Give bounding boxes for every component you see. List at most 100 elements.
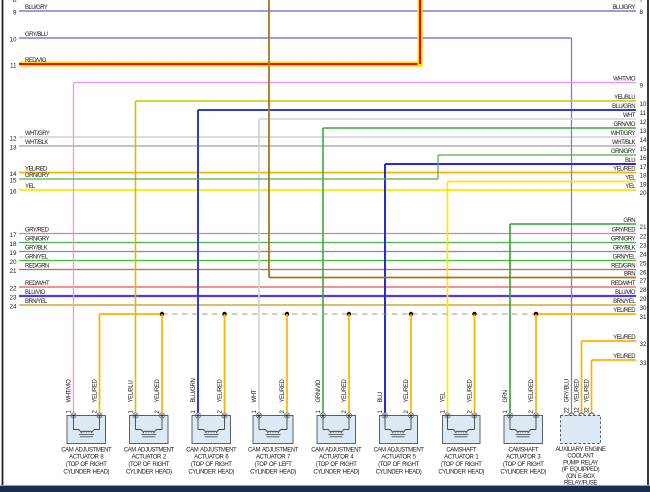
- svg-text:BLU/GRN: BLU/GRN: [191, 379, 197, 403]
- svg-text:21: 21: [640, 224, 648, 231]
- svg-text:YEL/RED: YEL/RED: [25, 167, 48, 173]
- svg-text:BRN/YEL: BRN/YEL: [613, 299, 636, 305]
- svg-text:YEL/RED: YEL/RED: [155, 379, 161, 403]
- svg-text:CAM ADJUSTMENT: CAM ADJUSTMENT: [248, 447, 299, 453]
- svg-text:2: 2: [155, 410, 161, 414]
- svg-text:CYLINDER HEAD): CYLINDER HEAD): [438, 469, 484, 475]
- svg-text:WHT/BLK: WHT/BLK: [612, 140, 635, 146]
- svg-text:ACTUATOR 1: ACTUATOR 1: [444, 455, 479, 461]
- svg-text:GRN/GRY: GRN/GRY: [611, 237, 636, 243]
- svg-text:32: 32: [640, 341, 648, 348]
- svg-text:(TOP OF RIGHT: (TOP OF RIGHT: [378, 462, 419, 468]
- svg-text:YEL/RED: YEL/RED: [404, 379, 410, 403]
- svg-text:GRY/RED: GRY/RED: [612, 228, 637, 234]
- svg-text:1: 1: [316, 410, 322, 414]
- svg-text:(TOP OF RIGHT: (TOP OF RIGHT: [503, 462, 544, 468]
- svg-text:18: 18: [9, 241, 17, 248]
- svg-text:RELAY/FUSE: RELAY/FUSE: [564, 481, 597, 487]
- svg-text:22: 22: [564, 407, 570, 414]
- svg-text:BLU: BLU: [378, 392, 384, 403]
- svg-text:1: 1: [128, 410, 134, 414]
- svg-text:YEL/RED: YEL/RED: [574, 379, 580, 403]
- svg-text:GRN/YEL: GRN/YEL: [25, 255, 49, 261]
- svg-text:CYLINDER HEAD): CYLINDER HEAD): [313, 469, 359, 475]
- svg-text:8: 8: [13, 0, 17, 4]
- svg-text:WHT: WHT: [252, 389, 258, 402]
- svg-text:2: 2: [92, 410, 98, 414]
- svg-text:YEL/RED: YEL/RED: [280, 379, 286, 403]
- svg-text:1: 1: [66, 410, 72, 414]
- svg-text:22: 22: [9, 285, 17, 292]
- svg-text:BLU/GRN: BLU/GRN: [612, 104, 635, 110]
- svg-text:(TOP OF RIGHT: (TOP OF RIGHT: [191, 462, 232, 468]
- svg-text:CAM ADJUSTMENT: CAM ADJUSTMENT: [373, 447, 424, 453]
- svg-text:24: 24: [640, 252, 648, 259]
- svg-text:RED/VIO: RED/VIO: [25, 58, 47, 64]
- svg-text:20: 20: [9, 259, 17, 266]
- svg-text:15: 15: [9, 177, 17, 184]
- svg-text:1: 1: [503, 410, 509, 414]
- svg-text:RED/WHT: RED/WHT: [25, 281, 50, 287]
- svg-text:BRN: BRN: [624, 272, 635, 278]
- svg-text:YEL/RED: YEL/RED: [467, 379, 473, 403]
- svg-text:20: 20: [640, 190, 648, 197]
- svg-text:CAMSHAFT: CAMSHAFT: [446, 447, 477, 453]
- svg-text:33: 33: [640, 360, 648, 367]
- svg-text:31: 31: [640, 314, 648, 321]
- svg-text:30: 30: [640, 305, 648, 312]
- svg-text:YEL/RED: YEL/RED: [342, 379, 348, 403]
- svg-text:GRN: GRN: [623, 218, 635, 224]
- svg-text:14: 14: [9, 171, 17, 178]
- svg-text:2: 2: [280, 410, 286, 414]
- svg-text:(IF EQUIPPED): (IF EQUIPPED): [562, 467, 600, 473]
- svg-text:ACTUATOR 8: ACTUATOR 8: [69, 455, 104, 461]
- svg-text:13: 13: [640, 128, 648, 135]
- svg-text:11: 11: [10, 62, 17, 69]
- svg-text:CAMSHAFT: CAMSHAFT: [508, 447, 539, 453]
- svg-text:ACTUATOR 2: ACTUATOR 2: [132, 455, 167, 461]
- svg-text:17: 17: [640, 164, 648, 171]
- svg-text:GRN/VIO: GRN/VIO: [614, 122, 636, 128]
- svg-text:WHT/VIO: WHT/VIO: [613, 77, 636, 83]
- svg-text:(TOP OF RIGHT: (TOP OF RIGHT: [128, 462, 169, 468]
- svg-text:CYLINDER HEAD): CYLINDER HEAD): [250, 469, 296, 475]
- svg-text:YEL/RED: YEL/RED: [613, 335, 636, 341]
- svg-text:9: 9: [640, 83, 644, 90]
- svg-text:GRN/GRY: GRN/GRY: [25, 237, 50, 243]
- svg-text:1: 1: [378, 410, 384, 414]
- svg-text:2: 2: [467, 410, 473, 414]
- svg-text:18: 18: [640, 173, 648, 180]
- svg-text:26: 26: [640, 270, 648, 277]
- svg-text:8: 8: [640, 9, 644, 16]
- svg-text:2: 2: [217, 410, 223, 414]
- svg-text:10: 10: [640, 101, 648, 108]
- svg-text:YEL: YEL: [440, 391, 446, 402]
- svg-text:ACTUATOR 7: ACTUATOR 7: [256, 455, 291, 461]
- svg-text:32: 32: [584, 407, 590, 414]
- svg-text:ACTUATOR 3: ACTUATOR 3: [506, 455, 541, 461]
- svg-text:WHT/BLK: WHT/BLK: [25, 140, 48, 146]
- svg-text:GRN/VIO: GRN/VIO: [316, 379, 322, 402]
- svg-text:AUXILIARY ENGINE: AUXILIARY ENGINE: [555, 447, 605, 453]
- svg-text:1: 1: [440, 410, 446, 414]
- svg-text:YEL/RED: YEL/RED: [613, 308, 636, 314]
- svg-text:25: 25: [640, 261, 648, 268]
- svg-text:YEL/BLU: YEL/BLU: [128, 381, 134, 403]
- svg-text:14: 14: [640, 137, 648, 144]
- svg-text:GRY/BLU: GRY/BLU: [25, 32, 48, 38]
- svg-text:16: 16: [9, 188, 17, 195]
- svg-text:21: 21: [9, 268, 17, 275]
- svg-text:RED/GRN: RED/GRN: [611, 264, 635, 270]
- svg-text:GRY/BLU: GRY/BLU: [564, 379, 570, 402]
- svg-text:RED/GRN: RED/GRN: [25, 264, 49, 270]
- svg-text:29: 29: [640, 296, 648, 303]
- svg-text:BLU/VIO: BLU/VIO: [25, 290, 46, 296]
- svg-text:YEL: YEL: [25, 184, 36, 190]
- svg-text:GRN/GRY: GRN/GRY: [25, 173, 50, 179]
- svg-text:9: 9: [13, 9, 17, 16]
- svg-text:YEL: YEL: [625, 176, 636, 182]
- svg-text:24: 24: [9, 303, 17, 310]
- svg-text:19: 19: [9, 250, 17, 257]
- svg-text:12: 12: [640, 119, 648, 126]
- svg-text:YEL/RED: YEL/RED: [613, 354, 636, 360]
